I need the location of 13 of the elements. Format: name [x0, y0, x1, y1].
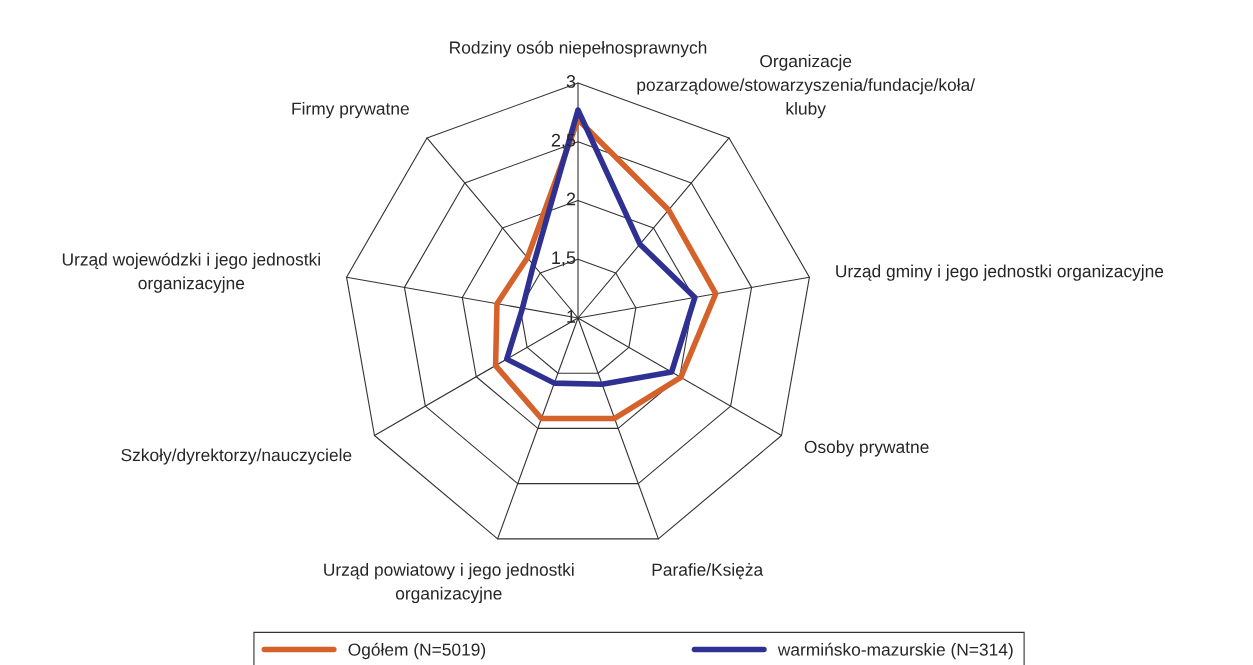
spoke-label: Parafie/Księża: [652, 563, 764, 580]
spoke-label: Urząd gminy i jego jednostki organizacyjne: [836, 264, 1164, 281]
legend-label: Ogółem (N=5019): [348, 642, 486, 660]
y-tick-label: 2: [566, 192, 576, 206]
spoke-label: Firmy prywatne: [292, 101, 409, 119]
spoke-label: Rodziny osób niepełnosprawnych: [450, 40, 707, 58]
spoke-label: Szkoły/dyrektorzy/nauczyciele: [121, 448, 352, 465]
spoke-label: Urząd wojewódzki i jego jednostki organizacyjne: [62, 252, 320, 293]
spoke-label: Urząd powiatowy i jego jednostki organizacyjne: [324, 563, 574, 604]
y-tick-label: 1,5: [552, 251, 576, 267]
y-tick-label: 3: [566, 75, 576, 88]
legend-label: warmińsko-mazurskie (N=314): [777, 642, 1013, 660]
spoke-label: Osoby prywatne: [804, 440, 929, 457]
